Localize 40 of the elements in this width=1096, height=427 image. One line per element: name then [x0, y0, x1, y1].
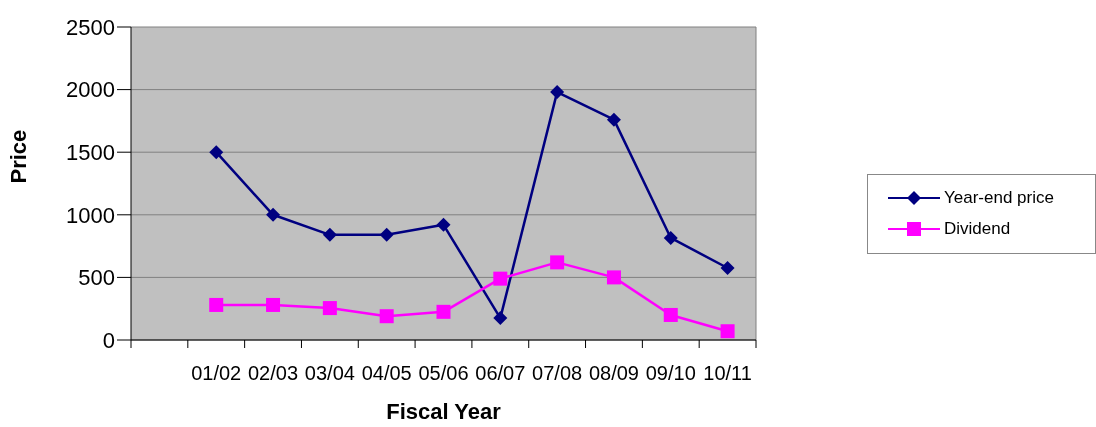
x-tick-label: 08/09 [588, 362, 639, 384]
point [720, 261, 735, 276]
point [720, 324, 735, 339]
point [322, 227, 337, 242]
point [209, 297, 224, 312]
y-tick-label: 0 [102, 327, 115, 353]
point [663, 307, 678, 322]
point [266, 207, 281, 222]
x-tick-label: 07/08 [532, 362, 583, 384]
point [436, 304, 451, 319]
point [550, 255, 565, 270]
legend-label: Year-end price [944, 188, 1054, 208]
point [663, 230, 678, 245]
y-tick-label: 1000 [66, 202, 115, 228]
point [550, 85, 565, 100]
point [606, 270, 621, 285]
legend-label: Dividend [944, 219, 1011, 239]
point [606, 112, 621, 127]
x-tick-label: 03/04 [304, 362, 355, 384]
x-tick-label: 02/03 [248, 362, 299, 384]
point [493, 311, 508, 326]
x-tick-label: 09/10 [645, 362, 696, 384]
point [209, 145, 224, 160]
y-tick-label: 2000 [66, 77, 115, 103]
point [493, 271, 508, 286]
point [379, 227, 394, 242]
x-tick-label: 05/06 [418, 362, 469, 384]
y-tick-label: 1500 [66, 140, 115, 166]
point [379, 309, 394, 324]
x-tick-label: 06/07 [475, 362, 526, 384]
point [322, 301, 337, 316]
x-axis-title: Fiscal Year [386, 399, 502, 424]
point [266, 297, 281, 312]
y-axis-title: Price [5, 129, 31, 184]
x-tick-label: 10/11 [703, 362, 752, 384]
y-tick-label: 500 [78, 265, 115, 291]
point [436, 217, 451, 232]
x-tick-label: 01/02 [191, 362, 242, 384]
x-tick-label: 04/05 [361, 362, 412, 384]
y-tick-label: 2500 [66, 14, 115, 40]
